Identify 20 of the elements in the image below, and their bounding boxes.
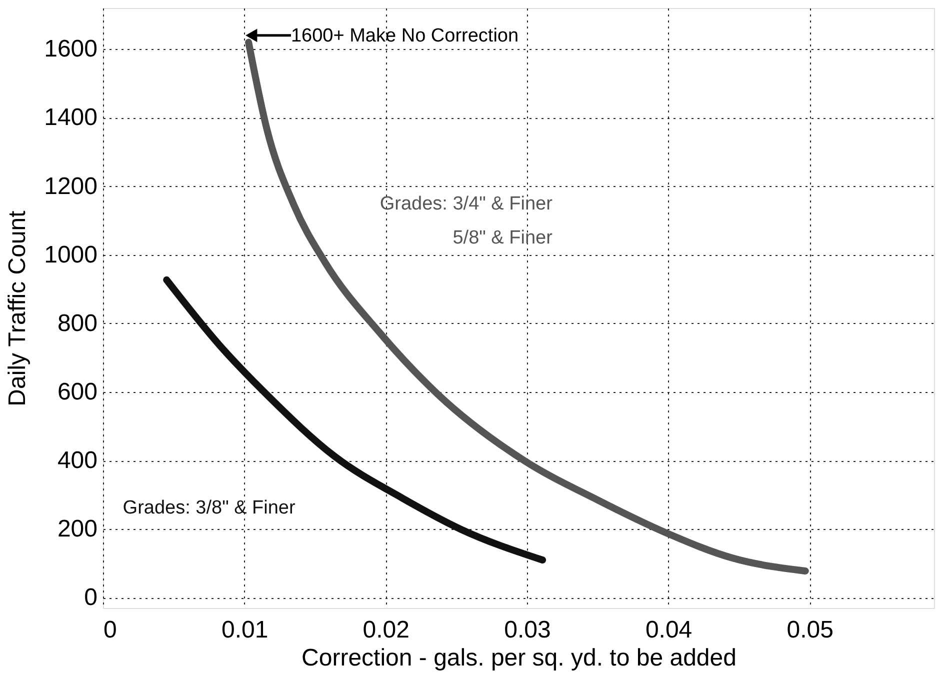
y-tick-label: 800 <box>57 310 98 337</box>
text: Grades: 3/8" & Finer <box>122 498 296 519</box>
y-tick-label: 1400 <box>44 104 98 132</box>
x-tick-label: 0.03 <box>504 616 551 644</box>
y-tick-label: 0 <box>84 584 98 612</box>
x-tick-label: 0.05 <box>786 616 834 644</box>
y-tick-label: 1200 <box>44 172 98 200</box>
x-tick-label: 0 <box>104 616 117 644</box>
text: Grades: 3/4" & Finer 5/8" & Finer <box>380 193 554 249</box>
annotation: 1600+ Make No Correction <box>290 25 519 46</box>
y-tick-label: 200 <box>57 516 98 543</box>
y-tick-label: 400 <box>57 447 98 474</box>
y-axis-title: Daily Traffic Count <box>4 210 32 406</box>
y-tick-label: 600 <box>57 378 98 406</box>
x-tick-label: 0.02 <box>362 616 410 644</box>
y-tick-label: 1600 <box>44 36 98 63</box>
x-tick-label: 0.01 <box>221 616 268 644</box>
y-tick-label: 1000 <box>44 241 98 268</box>
x-axis-title: Correction - gals. per sq. yd. to be added <box>302 644 736 672</box>
x-tick-label: 0.04 <box>645 616 692 644</box>
